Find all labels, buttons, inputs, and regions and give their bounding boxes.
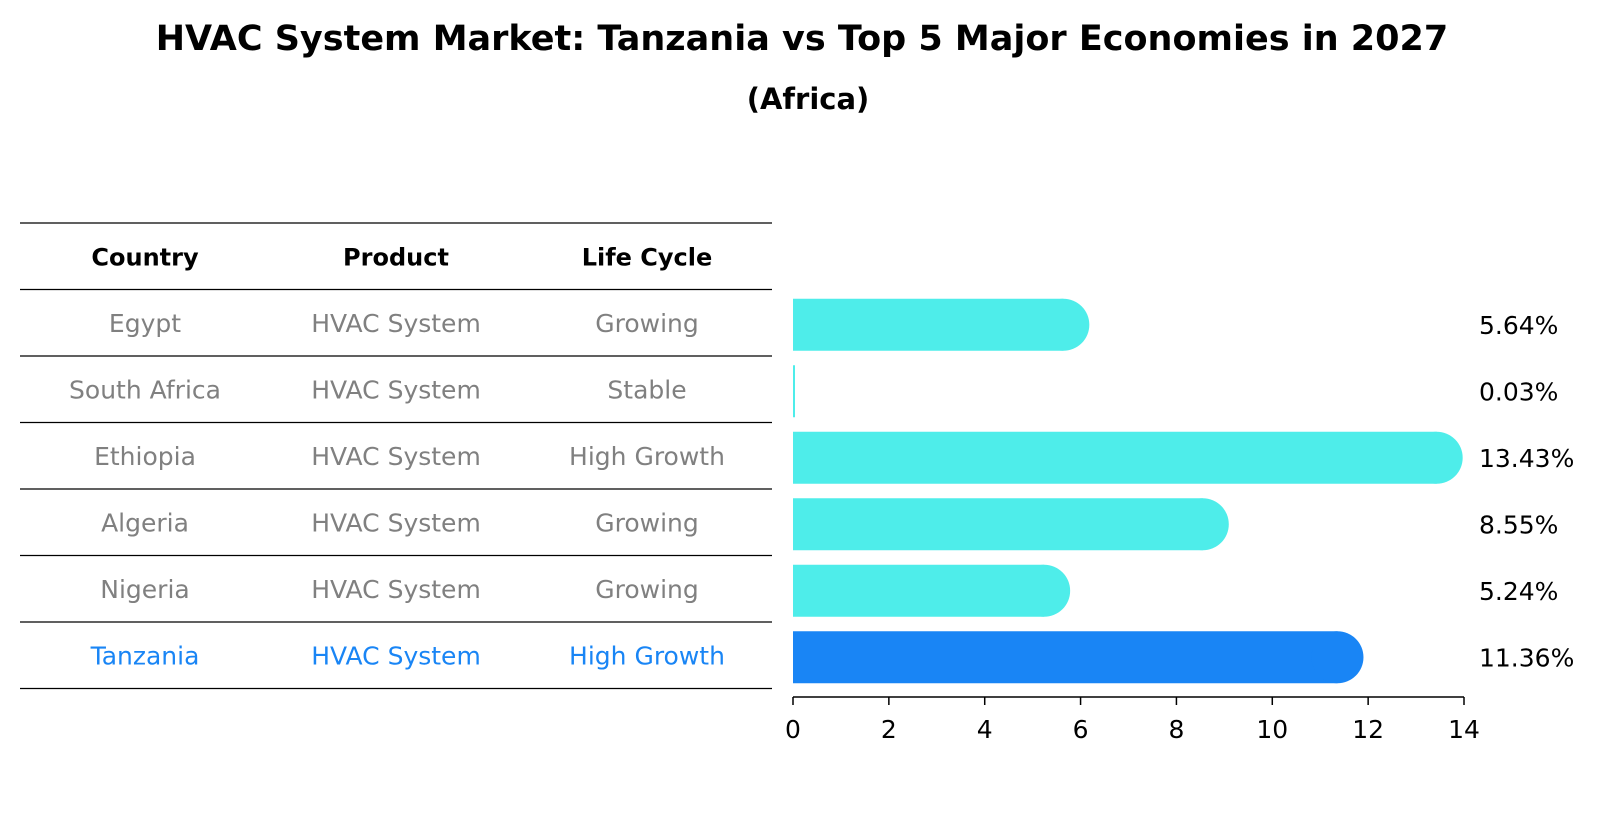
data-table: Country Product Life Cycle Egypt HVAC System… [20,222,772,690]
x-tick-label: 10 [1256,715,1288,744]
table-cell: HVAC System [311,508,481,537]
table-cell: HVAC System [311,575,481,604]
x-tick-label: 6 [1073,715,1089,744]
table-cell: HVAC System [311,309,481,338]
table-cell: Egypt [109,309,181,338]
x-tick-label: 4 [977,715,993,744]
bar [793,564,1045,617]
table-header-cell: Product [343,243,449,271]
bar [793,498,1203,551]
bar-cap [1410,431,1463,484]
x-tick-label: 0 [785,715,801,744]
table-cell: Growing [595,508,699,537]
bar-cap [1037,298,1090,351]
chart-title: HVAC System Market: Tanzania vs Top 5 Ma… [156,19,1448,59]
table-cell: Nigeria [100,575,189,604]
bar-plot: 5.64% 0.03% 13.43% 8.55% 5.24% 11.36% [793,298,1574,684]
data-label: 8.55% [1479,510,1558,539]
bar [793,365,795,418]
chart-subtitle: (Africa) [747,82,870,116]
table-cell: High Growth [569,641,725,670]
x-tick-label: 12 [1352,715,1384,744]
table-cell: Tanzania [90,641,200,670]
table-cell: High Growth [569,442,725,471]
bar-cap [1176,498,1229,551]
table-cell: Stable [607,375,686,404]
table-header-cell: Life Cycle [582,243,713,271]
table-cell: HVAC System [311,442,481,471]
bar [793,631,1338,684]
x-tick-label: 8 [1168,715,1184,744]
bar [793,298,1064,351]
bar-cap [1311,631,1364,684]
table-cell: HVAC System [311,641,481,670]
data-label: 5.64% [1479,311,1558,340]
table-cell: South Africa [69,375,221,404]
data-label: 0.03% [1479,377,1558,406]
bar [793,431,1437,484]
table-cell: Growing [595,575,699,604]
table-cell: HVAC System [311,375,481,404]
table-cell: Growing [595,309,699,338]
table-header-cell: Country [91,243,199,271]
x-axis: 0 2 4 6 8 10 12 14 [785,696,1480,744]
x-tick-label: 14 [1448,715,1480,744]
bar-cap [1018,564,1071,617]
table-cell: Algeria [101,508,189,537]
data-label: 13.43% [1479,444,1574,473]
data-label: 11.36% [1479,643,1574,672]
data-label: 5.24% [1479,577,1558,606]
x-tick-label: 2 [881,715,897,744]
table-cell: Ethiopia [94,442,196,471]
